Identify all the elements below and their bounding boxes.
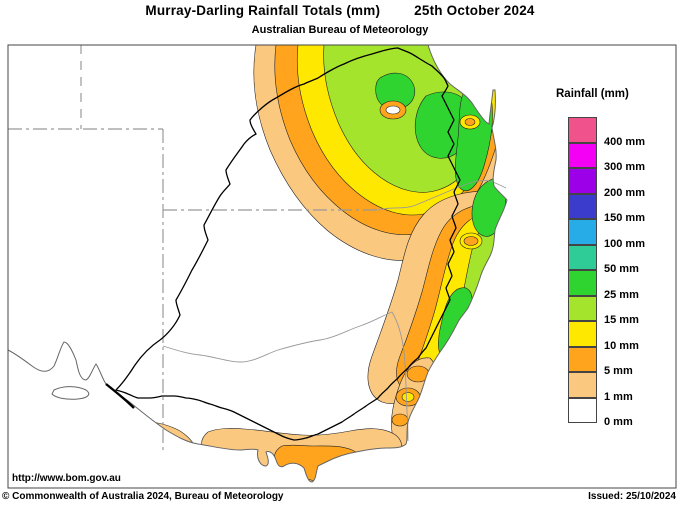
rain-dot-yellow-se [401,392,415,402]
issued-date-text: Issued: 25/10/2024 [588,491,676,502]
rain-dot-orange-mid [463,236,479,246]
legend-label-300: 300 mm [604,161,645,173]
rainfall-regions [129,45,507,482]
legend-title: Rainfall (mm) [556,88,629,100]
copyright-text: © Commonwealth of Australia 2024, Bureau… [2,491,284,502]
legend-label-150: 150 mm [604,212,645,224]
page-title: Murray-Darling Rainfall Totals (mm) 25th … [0,3,680,18]
legend-swatch-150 [568,193,597,219]
legend-swatch-300 [568,142,597,168]
map-subtitle: Australian Bureau of Meteorology [251,24,429,36]
rain-dot-orange [464,118,476,126]
coastline-group [7,44,508,483]
legend-swatch-10 [568,321,597,347]
legend-label-5: 5 mm [604,365,633,377]
legend-swatch-100 [568,219,597,245]
legend-label-25: 25 mm [604,289,639,301]
legend-label-15: 15 mm [604,314,639,326]
legend-label-100: 100 mm [604,238,645,250]
state-borders [8,45,507,450]
map-frame [7,44,677,489]
bom-url-text: http://www.bom.gov.au [12,473,121,484]
map-date: 25th October 2024 [414,3,535,18]
legend-label-0: 0 mm [604,416,633,428]
state-border-nsw-vic [162,311,409,442]
legend-swatch-0 [568,397,597,423]
legend-swatch-200 [568,168,597,194]
coastline [7,44,508,483]
coorong-thick-coast [105,383,135,409]
rain-region-yellow-fraser-spike [481,67,490,105]
legend-label-400: 400 mm [604,136,645,148]
legend-swatch-50 [568,244,597,270]
legend-swatch-5 [568,346,597,372]
rain-blob-orange-se-c [391,413,409,427]
legend-label-200: 200 mm [604,187,645,199]
legend-label-50: 50 mm [604,263,639,275]
legend-swatch-25 [568,270,597,296]
rain-hole-white-donut [385,105,401,115]
legend-label-1: 1 mm [604,391,633,403]
basin-boundary [115,47,461,441]
legend-swatch-1 [568,372,597,398]
kangaroo-island [51,386,90,400]
legend-swatch-400plus [568,117,597,143]
legend-label-10: 10 mm [604,340,639,352]
legend-swatch-15 [568,295,597,321]
state-border-qld-nsw-east [377,180,507,211]
rain-region-orange-vic [274,444,364,482]
map-title: Murray-Darling Rainfall Totals (mm) [145,3,381,18]
